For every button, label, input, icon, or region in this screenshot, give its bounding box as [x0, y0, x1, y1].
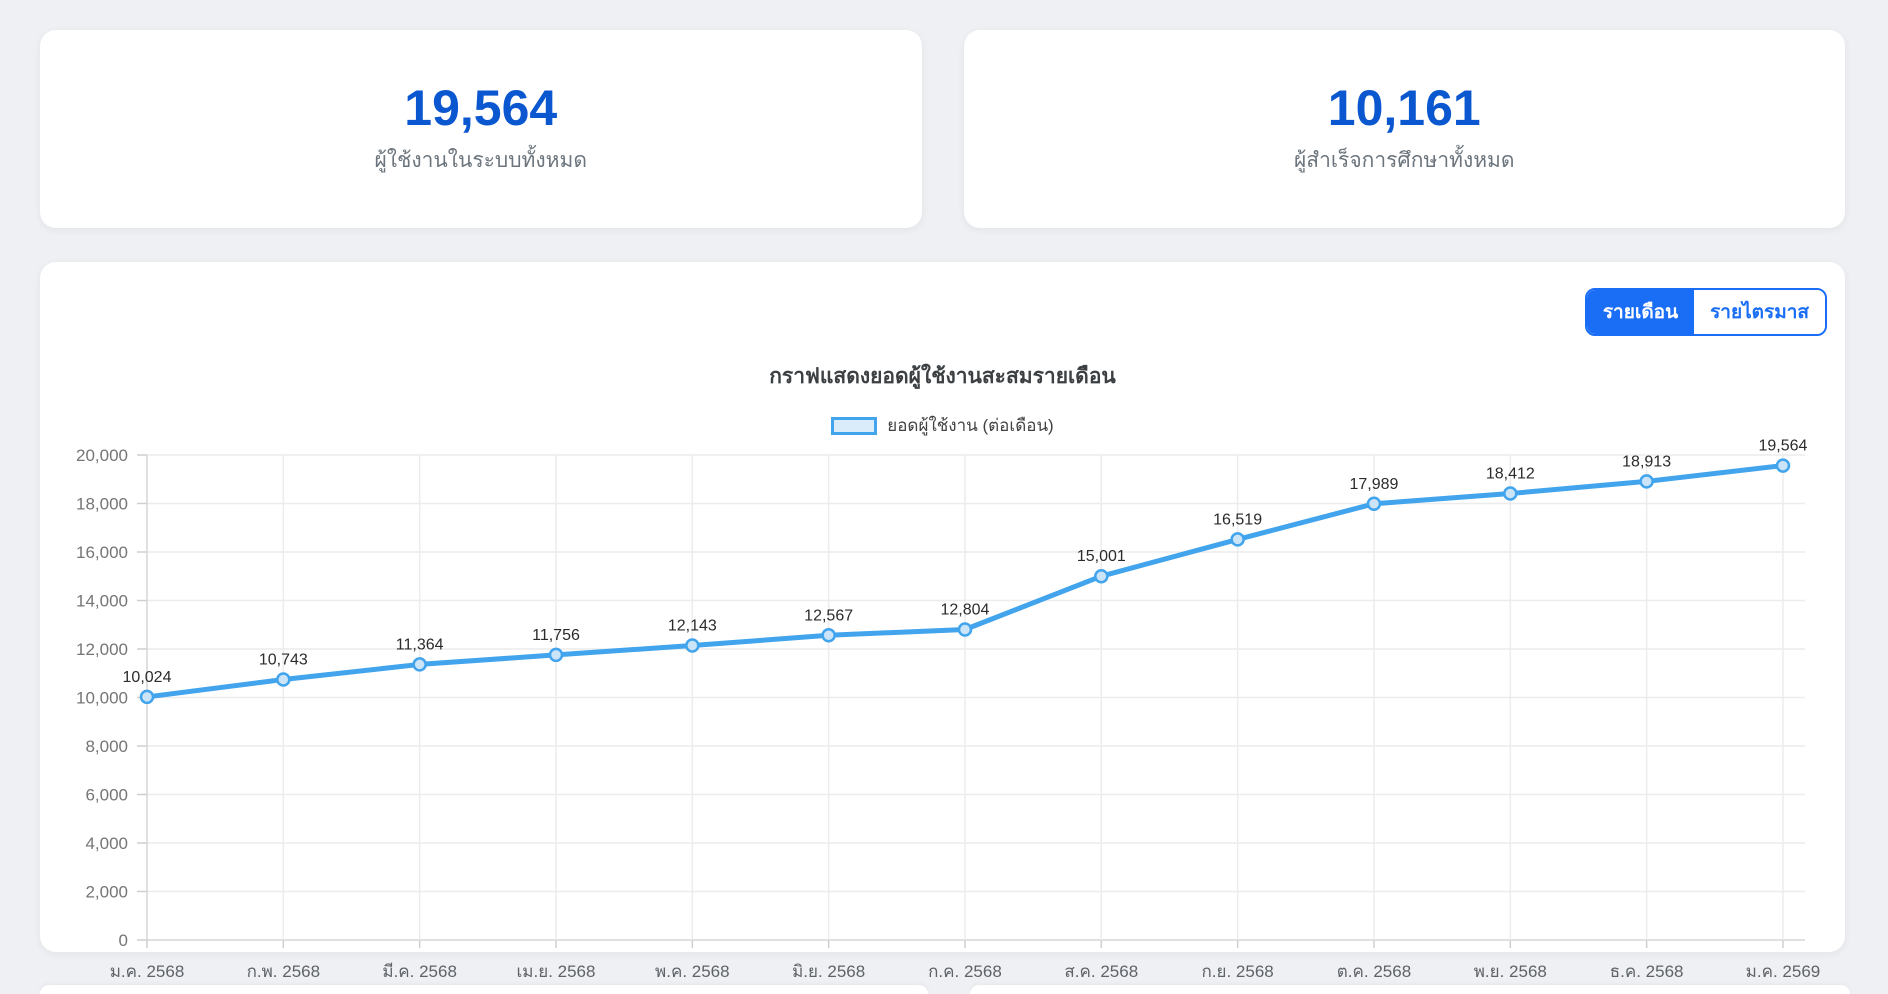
- total-graduates-value: 10,161: [1327, 80, 1481, 136]
- svg-text:16,519: 16,519: [1213, 511, 1262, 528]
- chart-legend: ยอดผู้ใช้งาน (ต่อเดือน): [40, 412, 1845, 439]
- svg-text:18,412: 18,412: [1486, 466, 1535, 483]
- svg-text:15,001: 15,001: [1077, 548, 1126, 565]
- svg-text:19,564: 19,564: [1758, 438, 1807, 455]
- bottom-card-right-edge: [970, 985, 1850, 994]
- svg-text:ม.ค. 2568: ม.ค. 2568: [110, 962, 185, 981]
- chart-title: กราฟแสดงยอดผู้ใช้งานสะสมรายเดือน: [769, 365, 1116, 388]
- stat-cards-row: 19,564 ผู้ใช้งานในระบบทั้งหมด 10,161 ผู้…: [40, 30, 1845, 228]
- bottom-card-left-edge: [40, 985, 928, 994]
- legend-swatch-icon: [831, 416, 878, 435]
- svg-text:18,913: 18,913: [1622, 453, 1671, 470]
- x-axis-labels-canvas: ม.ค. 2568 ก.พ. 2568 มี.ค. 2568 เม.ย. 2568 พ.…: [110, 962, 1821, 981]
- svg-text:พ.ค. 2568: พ.ค. 2568: [655, 962, 730, 981]
- svg-text:16,000: 16,000: [76, 543, 128, 562]
- svg-text:11,364: 11,364: [396, 636, 444, 653]
- svg-text:12,567: 12,567: [804, 607, 853, 624]
- svg-text:ก.พ. 2568: ก.พ. 2568: [247, 962, 321, 981]
- svg-text:12,804: 12,804: [941, 602, 990, 619]
- svg-text:18,000: 18,000: [76, 495, 128, 514]
- svg-text:เม.ย. 2568: เม.ย. 2568: [517, 962, 596, 981]
- toggle-monthly-button[interactable]: รายเดือน: [1586, 290, 1695, 334]
- svg-text:20,000: 20,000: [76, 446, 128, 465]
- line-chart-canvas[interactable]: 0 2,000 4,000 6,000 8,000 10,000 12,000 14,000 1…: [40, 429, 1845, 952]
- svg-text:14,000: 14,000: [76, 592, 128, 611]
- total-users-value: 19,564: [404, 80, 558, 136]
- svg-text:10,024: 10,024: [123, 669, 172, 686]
- svg-text:0: 0: [119, 931, 128, 950]
- total-users-label: ผู้ใช้งานในระบบทั้งหมด: [374, 149, 587, 172]
- svg-text:พ.ย. 2568: พ.ย. 2568: [1474, 962, 1547, 981]
- svg-text:8,000: 8,000: [85, 737, 128, 756]
- svg-text:10,000: 10,000: [76, 689, 128, 708]
- svg-text:ม.ค. 2569: ม.ค. 2569: [1746, 962, 1821, 981]
- svg-text:มิ.ย. 2568: มิ.ย. 2568: [792, 962, 865, 981]
- svg-text:12,000: 12,000: [76, 640, 128, 659]
- x-axis-month-labels: ม.ค. 2568 ก.พ. 2568 มี.ค. 2568 เม.ย. 2568 พ.…: [40, 952, 1845, 988]
- stat-card-total-users: 19,564 ผู้ใช้งานในระบบทั้งหมด: [40, 30, 922, 228]
- toggle-quarterly-button[interactable]: รายไตรมาส: [1694, 290, 1825, 334]
- svg-text:ธ.ค. 2568: ธ.ค. 2568: [1610, 962, 1684, 981]
- svg-text:ส.ค. 2568: ส.ค. 2568: [1064, 962, 1138, 981]
- legend-label: ยอดผู้ใช้งาน (ต่อเดือน): [887, 416, 1054, 435]
- svg-text:มี.ค. 2568: มี.ค. 2568: [382, 962, 457, 981]
- svg-text:6,000: 6,000: [85, 786, 128, 805]
- svg-text:4,000: 4,000: [85, 834, 128, 853]
- svg-text:ก.ย. 2568: ก.ย. 2568: [1202, 962, 1274, 981]
- svg-text:12,143: 12,143: [668, 618, 717, 635]
- svg-text:10,743: 10,743: [259, 651, 308, 668]
- period-toggle-group: รายเดือน รายไตรมาส: [1584, 288, 1827, 336]
- total-graduates-label: ผู้สำเร็จการศึกษาทั้งหมด: [1293, 149, 1515, 172]
- svg-text:11,756: 11,756: [532, 627, 580, 644]
- svg-text:2,000: 2,000: [85, 883, 128, 902]
- svg-text:17,989: 17,989: [1350, 476, 1399, 493]
- svg-text:ต.ค. 2568: ต.ค. 2568: [1337, 962, 1411, 981]
- period-toggle: รายเดือน รายไตรมาส: [1584, 288, 1827, 336]
- stat-card-total-graduates: 10,161 ผู้สำเร็จการศึกษาทั้งหมด: [963, 30, 1845, 228]
- chart-panel: รายเดือน รายไตรมาส กราฟแสดงยอดผู้ใช้งานส…: [40, 262, 1845, 952]
- svg-text:ก.ค. 2568: ก.ค. 2568: [928, 962, 1002, 981]
